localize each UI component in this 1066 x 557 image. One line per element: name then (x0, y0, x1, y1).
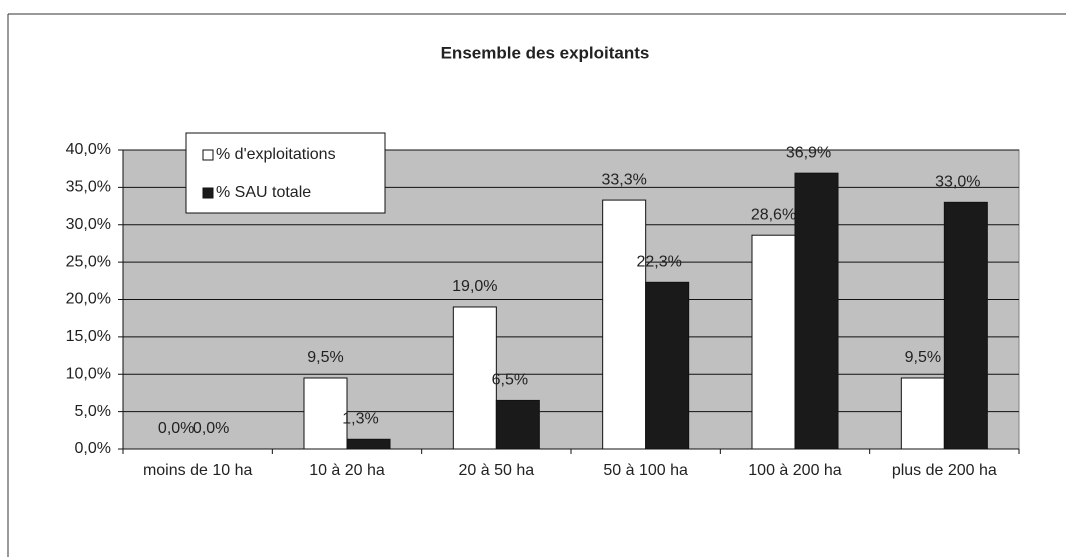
value-label: 28,6% (751, 206, 796, 223)
value-label: 19,0% (452, 278, 497, 295)
value-label: 6,5% (492, 372, 528, 389)
legend-swatch (202, 187, 214, 199)
y-tick-label: 30,0% (66, 216, 111, 233)
value-label: 22,3% (636, 254, 681, 271)
legend-label: % SAU totale (216, 184, 311, 201)
bar (602, 199, 647, 450)
y-tick-label: 40,0% (66, 141, 111, 158)
y-tick-label: 0,0% (75, 440, 111, 457)
bar (794, 172, 839, 450)
x-tick-label: plus de 200 ha (892, 462, 997, 479)
bar (900, 377, 945, 450)
chart-title: Ensemble des exploitants (441, 43, 650, 62)
bar (495, 399, 540, 450)
value-label: 1,3% (342, 411, 378, 428)
value-label: 0,0% (158, 420, 194, 437)
x-tick-label: 50 à 100 ha (603, 462, 688, 479)
legend-label: % d'exploitations (216, 146, 336, 163)
bar (645, 281, 690, 450)
value-label: 33,0% (935, 174, 980, 191)
bar (303, 377, 348, 450)
bar (943, 201, 988, 450)
value-label: 0,0% (193, 420, 229, 437)
value-label: 9,5% (905, 349, 941, 366)
x-tick-label: 20 à 50 ha (459, 462, 535, 479)
bar (452, 306, 497, 450)
y-tick-label: 35,0% (66, 179, 111, 196)
y-tick-label: 5,0% (75, 403, 111, 420)
value-label: 36,9% (786, 144, 831, 161)
bar (346, 438, 391, 450)
value-label: 9,5% (307, 349, 343, 366)
legend-swatch (202, 149, 214, 161)
x-tick-label: moins de 10 ha (143, 462, 253, 479)
y-tick-label: 10,0% (66, 365, 111, 382)
x-tick-label: 100 à 200 ha (748, 462, 842, 479)
y-tick-label: 15,0% (66, 328, 111, 345)
value-label: 33,3% (601, 171, 646, 188)
legend-box (185, 132, 386, 214)
x-tick-label: 10 à 20 ha (309, 462, 385, 479)
y-tick-label: 20,0% (66, 291, 111, 308)
bar (751, 234, 796, 450)
y-tick-label: 25,0% (66, 253, 111, 270)
